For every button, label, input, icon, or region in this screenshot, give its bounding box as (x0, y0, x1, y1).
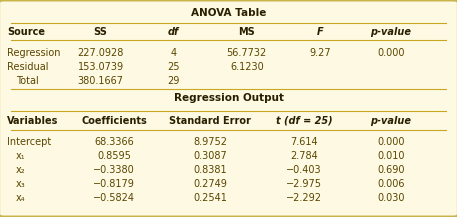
Text: 0.000: 0.000 (377, 137, 404, 147)
Text: SS: SS (94, 27, 107, 37)
Text: t (df = 25): t (df = 25) (276, 116, 332, 126)
Text: −0.5824: −0.5824 (93, 193, 135, 203)
Text: x₃: x₃ (16, 179, 26, 189)
Text: Standard Error: Standard Error (169, 116, 251, 126)
Text: p-value: p-value (370, 27, 411, 37)
Text: 9.27: 9.27 (309, 48, 331, 58)
Text: 227.0928: 227.0928 (77, 48, 124, 58)
Text: 0.690: 0.690 (377, 165, 404, 175)
Text: 0.3087: 0.3087 (193, 151, 227, 161)
Text: 0.8595: 0.8595 (97, 151, 131, 161)
Text: −0.8179: −0.8179 (93, 179, 135, 189)
Text: 0.010: 0.010 (377, 151, 404, 161)
Text: Source: Source (7, 27, 45, 37)
Text: 0.030: 0.030 (377, 193, 404, 203)
Text: Variables: Variables (7, 116, 58, 126)
Text: df: df (168, 27, 179, 37)
Text: 68.3366: 68.3366 (95, 137, 134, 147)
Text: 0.006: 0.006 (377, 179, 404, 189)
Text: −0.403: −0.403 (286, 165, 322, 175)
Text: 0.8381: 0.8381 (193, 165, 227, 175)
Text: 0.000: 0.000 (377, 48, 404, 58)
Text: −2.975: −2.975 (286, 179, 322, 189)
Text: Residual: Residual (7, 62, 48, 72)
Text: 6.1230: 6.1230 (230, 62, 264, 72)
Text: 0.2749: 0.2749 (193, 179, 227, 189)
Text: x₂: x₂ (16, 165, 26, 175)
Text: ANOVA Table: ANOVA Table (191, 8, 266, 18)
Text: p-value: p-value (370, 116, 411, 126)
Text: F: F (317, 27, 323, 37)
Text: Total: Total (16, 76, 39, 86)
Text: 2.784: 2.784 (290, 151, 318, 161)
Text: 153.0739: 153.0739 (78, 62, 123, 72)
Text: 4: 4 (170, 48, 177, 58)
Text: x₄: x₄ (16, 193, 26, 203)
Text: Regression: Regression (7, 48, 60, 58)
Text: 380.1667: 380.1667 (78, 76, 123, 86)
Text: 8.9752: 8.9752 (193, 137, 227, 147)
Text: −2.292: −2.292 (286, 193, 322, 203)
Text: 0.2541: 0.2541 (193, 193, 227, 203)
Text: MS: MS (239, 27, 255, 37)
Text: 25: 25 (167, 62, 180, 72)
Text: Intercept: Intercept (7, 137, 51, 147)
Text: 29: 29 (167, 76, 180, 86)
Text: 56.7732: 56.7732 (227, 48, 267, 58)
Text: −0.3380: −0.3380 (93, 165, 135, 175)
Text: Regression Output: Regression Output (174, 93, 283, 103)
Text: 7.614: 7.614 (290, 137, 318, 147)
Text: x₁: x₁ (16, 151, 26, 161)
Text: Coefficients: Coefficients (81, 116, 147, 126)
